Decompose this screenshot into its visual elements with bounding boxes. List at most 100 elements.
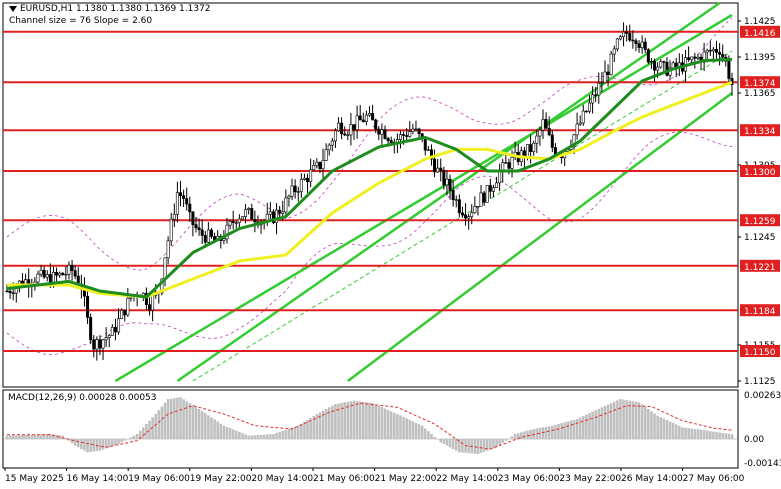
- macd-histogram-bar: [392, 412, 396, 439]
- candle-body: [346, 134, 350, 137]
- candle-body: [64, 273, 68, 276]
- candle-body: [55, 271, 59, 276]
- candle-body: [581, 110, 585, 124]
- candle-body: [380, 129, 384, 135]
- level-price-tag: [740, 165, 780, 177]
- candle: [107, 333, 111, 348]
- macd-histogram-bar: [228, 428, 232, 439]
- candle: [718, 43, 722, 66]
- macd-histogram-bar: [454, 439, 458, 451]
- candle: [337, 117, 341, 132]
- candle: [457, 194, 461, 218]
- macd-histogram-bar: [315, 414, 319, 439]
- candle: [609, 50, 613, 76]
- macd-histogram-bar: [352, 400, 356, 439]
- candle-body: [120, 309, 124, 319]
- moving-average-fast-line: [6, 57, 733, 299]
- candle: [538, 126, 542, 146]
- candle-body: [454, 199, 458, 201]
- candle: [309, 158, 313, 188]
- macd-histogram-bar: [287, 428, 291, 439]
- macd-histogram-bar: [414, 422, 418, 439]
- candle-body: [504, 162, 508, 164]
- candle: [169, 212, 173, 246]
- macd-histogram-bar: [423, 428, 427, 439]
- macd-histogram-bar: [625, 400, 628, 439]
- candle: [445, 170, 449, 196]
- candle-body: [451, 189, 455, 201]
- macd-histogram-bar: [83, 439, 86, 451]
- level-line-1-1150: 1.1150: [3, 345, 780, 358]
- candle: [179, 181, 183, 207]
- candle: [702, 42, 706, 72]
- candle: [95, 336, 99, 361]
- candle-body: [591, 94, 595, 104]
- candle-body: [309, 169, 313, 183]
- macd-histogram-bar: [628, 400, 632, 439]
- candle-body: [721, 54, 725, 58]
- candle-body: [612, 48, 616, 55]
- macd-histogram-bar: [597, 408, 601, 439]
- candle: [318, 161, 322, 173]
- macd-histogram-bar: [343, 402, 347, 439]
- macd-histogram-bar: [45, 434, 49, 439]
- macd-histogram-bar: [278, 431, 281, 439]
- candle: [358, 104, 362, 121]
- candle-body: [364, 114, 368, 123]
- time-axis-label: 23 May 06:00: [498, 474, 560, 484]
- candle-body: [550, 134, 554, 148]
- candle-body: [510, 156, 514, 169]
- candle: [172, 203, 176, 228]
- candle: [587, 95, 591, 114]
- macd-histogram-bar: [98, 439, 102, 451]
- macd-histogram-bar: [476, 439, 480, 454]
- candle-body: [442, 169, 446, 186]
- candle-body: [222, 238, 226, 241]
- candle-body: [281, 211, 285, 214]
- macd-histogram-bar: [482, 439, 486, 452]
- macd-histogram-bar: [11, 435, 15, 439]
- macd-histogram-bar: [309, 417, 312, 439]
- candle-body: [70, 264, 74, 271]
- candle: [575, 112, 579, 140]
- candle: [101, 338, 105, 360]
- macd-histogram-bar: [526, 430, 529, 439]
- candle-body: [299, 179, 303, 192]
- macd-histogram-bar: [24, 435, 27, 439]
- macd-histogram-bar: [495, 439, 498, 448]
- candle-body: [271, 211, 275, 223]
- macd-histogram-bar: [253, 435, 257, 439]
- candle-body: [535, 135, 539, 144]
- candle-body: [386, 138, 390, 141]
- candle-body: [417, 128, 421, 135]
- candle-body: [253, 219, 257, 223]
- candle-body: [429, 149, 433, 160]
- macd-histogram-bar: [42, 434, 46, 439]
- price-axis-label: 1.1365: [744, 89, 776, 99]
- candle: [45, 270, 49, 282]
- candle-body: [166, 240, 170, 259]
- macd-histogram-bar: [681, 427, 684, 439]
- macd-histogram-bar: [33, 434, 37, 439]
- candle: [665, 57, 669, 77]
- candle: [649, 58, 653, 70]
- macd-histogram-bar: [606, 404, 610, 439]
- candle-body: [151, 295, 155, 311]
- macd-histogram-bar: [331, 405, 334, 439]
- macd-histogram-bar: [234, 430, 238, 439]
- macd-histogram-bar: [523, 431, 526, 439]
- macd-histogram-bar: [501, 439, 505, 443]
- level-line-1-1259: 1.1259: [3, 214, 780, 227]
- candle: [687, 46, 691, 62]
- macd-histogram-bar: [120, 439, 123, 443]
- macd-histogram-bar: [718, 432, 721, 439]
- level-price-label: 1.1416: [744, 29, 776, 39]
- macd-histogram-bar: [259, 434, 263, 439]
- candle-body: [646, 49, 650, 63]
- macd-histogram-bar: [386, 409, 390, 439]
- macd-axis-label: 0.00263: [744, 391, 781, 401]
- candle-body: [98, 339, 102, 349]
- macd-histogram-bar: [244, 434, 247, 439]
- candle: [352, 124, 356, 140]
